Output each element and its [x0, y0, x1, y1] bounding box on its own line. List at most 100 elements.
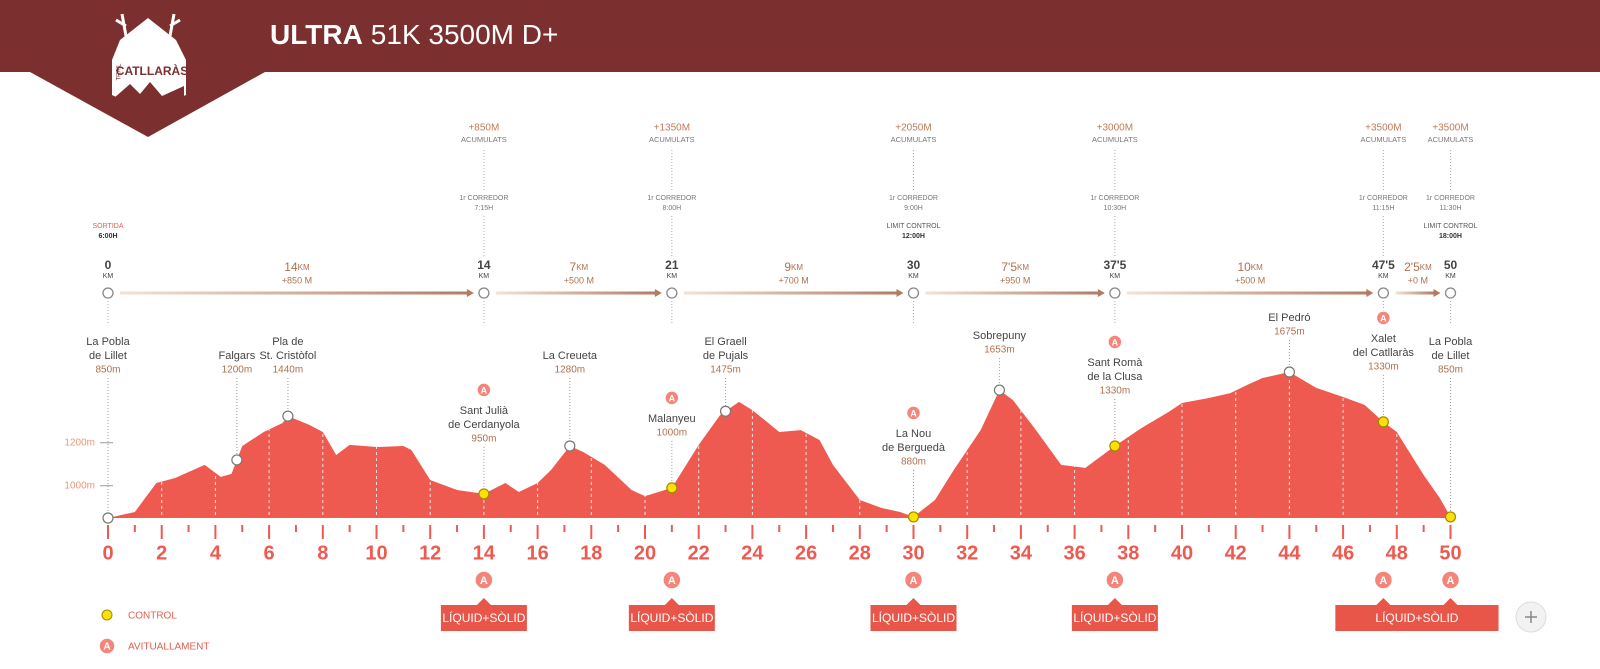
supply-icon [1373, 570, 1394, 590]
checkpoint-km: 47'5 [1372, 258, 1395, 272]
supply-icon [662, 570, 682, 590]
segment-gain: +700 M [779, 275, 809, 285]
place-name: La Pobla [86, 336, 130, 348]
first-runner-time: 9:00H [904, 205, 923, 212]
segment-distance: 7KM [570, 260, 589, 274]
place-elevation: 1653m [984, 345, 1015, 356]
place-name: El Graell [704, 336, 746, 348]
supply-box [628, 605, 715, 631]
segment-gain: +950 M [1000, 275, 1030, 285]
supply-box-notch [476, 598, 491, 605]
cumulative-note: ACUMULATS [461, 135, 507, 144]
cumulative-gain: +3500M [1365, 123, 1401, 134]
supply-box-label: LÍQUID+SÒLID [630, 610, 713, 625]
segment-distance: 14KM [284, 260, 310, 274]
x-tick-label: 40 [1171, 542, 1193, 564]
supply-icon-letter: A [1112, 337, 1119, 347]
limit-label: LIMIT CONTROL [1424, 223, 1478, 230]
start-label: SORTIDA [93, 223, 124, 230]
place-name: Sobrepuny [973, 330, 1027, 342]
supply-box-label: LÍQUID+SÒLID [872, 610, 955, 625]
checkpoint-marker [102, 287, 114, 299]
checkpoint-km: 30 [907, 258, 921, 272]
segment-distance: 9KM [784, 260, 803, 274]
first-runner-label: 1r CORREDOR [459, 195, 508, 202]
x-tick-label: 42 [1225, 542, 1247, 564]
first-runner-time: 10:30H [1104, 205, 1127, 212]
supply-box [1335, 605, 1499, 631]
logo-subtext: TRAIL [117, 63, 123, 81]
y-tick-label: 1000m [64, 480, 95, 491]
x-tick-label: 16 [526, 542, 548, 564]
first-runner-label: 1r CORREDOR [1359, 195, 1408, 202]
supply-box-notch [1443, 598, 1458, 605]
segment-distance-unit: KM [1251, 263, 1263, 272]
cumulative-gain: +3500M [1432, 123, 1468, 134]
x-tick-label: 26 [795, 542, 817, 564]
place-elevation: 1000m [657, 428, 688, 439]
supply-icon [1105, 570, 1125, 590]
supply-box-label: LÍQUID+SÒLID [1375, 610, 1458, 625]
cumulative-note: ACUMULATS [1361, 135, 1407, 144]
place-name: de Pujals [703, 350, 749, 362]
segment-distance-value: 9 [784, 260, 791, 274]
x-tick-label: 22 [688, 542, 710, 564]
segment-arrow [1126, 291, 1368, 295]
segment-arrowhead [1433, 289, 1441, 297]
logo-text: CATLLARÀS [116, 63, 188, 78]
elevation-area [108, 372, 1451, 518]
first-runner-time: 11:30H [1439, 205, 1461, 212]
place-elevation: 1200m [222, 365, 253, 376]
place-name: Falgars [219, 350, 256, 362]
place-name: La Nou [896, 428, 931, 440]
place-name: de Lillet [89, 350, 127, 362]
x-tick-label: 32 [956, 542, 978, 564]
place-elevation: 950m [471, 434, 496, 445]
checkpoint-km-unit: KM [1110, 273, 1121, 280]
place-elevation: 850m [1438, 365, 1463, 376]
place-elevation: 850m [95, 365, 120, 376]
first-runner-label: 1r CORREDOR [647, 195, 696, 202]
x-tick-label: 6 [264, 542, 275, 564]
place-marker [102, 512, 114, 524]
logo: CATLLARÀS TRAIL [112, 13, 188, 114]
checkpoint-km: 14 [477, 258, 491, 272]
supply-icon [1440, 570, 1461, 590]
page-title: ULTRA 51K 3500M D+ [270, 19, 558, 50]
place-marker [282, 410, 294, 422]
start-time: 6:00H [98, 233, 117, 240]
checkpoint-km-unit: KM [479, 273, 490, 280]
place-marker [231, 454, 243, 466]
segment-distance-unit: KM [1420, 263, 1432, 272]
place-name: de Cerdanyola [448, 419, 520, 431]
control-marker [907, 511, 920, 523]
first-runner-label: 1r CORREDOR [1090, 195, 1139, 202]
supply-box-notch [664, 598, 679, 605]
limit-label: LIMIT CONTROL [887, 223, 941, 230]
place-name: Malanyeu [648, 413, 696, 425]
segment-distance: 2'5KM [1404, 260, 1432, 274]
checkpoint-marker [907, 287, 920, 299]
x-tick-label: 34 [1010, 542, 1033, 564]
segment-gain: +0 M [1408, 275, 1428, 285]
zoom-button[interactable] [1515, 601, 1547, 633]
checkpoint-marker [1109, 287, 1121, 299]
supply-box-notch [1107, 598, 1122, 605]
segment-arrowhead [1097, 289, 1105, 297]
supply-icon-letter: A [1380, 313, 1387, 323]
segment-arrowhead [1366, 289, 1374, 297]
y-tick-label: 1200m [64, 437, 95, 448]
supply-box-label: LÍQUID+SÒLID [1073, 610, 1156, 625]
x-tick-label: 0 [102, 542, 113, 564]
first-runner-label: 1r CORREDOR [889, 195, 938, 202]
supply-icon [903, 570, 924, 590]
checkpoint-marker [1444, 287, 1457, 299]
title-bold: ULTRA [270, 19, 363, 50]
checkpoint-km-unit: KM [667, 273, 678, 280]
first-runner-time: 11:15H [1372, 205, 1394, 212]
x-tick-label: 20 [634, 542, 656, 564]
cumulative-gain: +3000M [1097, 123, 1133, 134]
header-band [0, 0, 1600, 72]
place-elevation: 1330m [1368, 362, 1399, 373]
